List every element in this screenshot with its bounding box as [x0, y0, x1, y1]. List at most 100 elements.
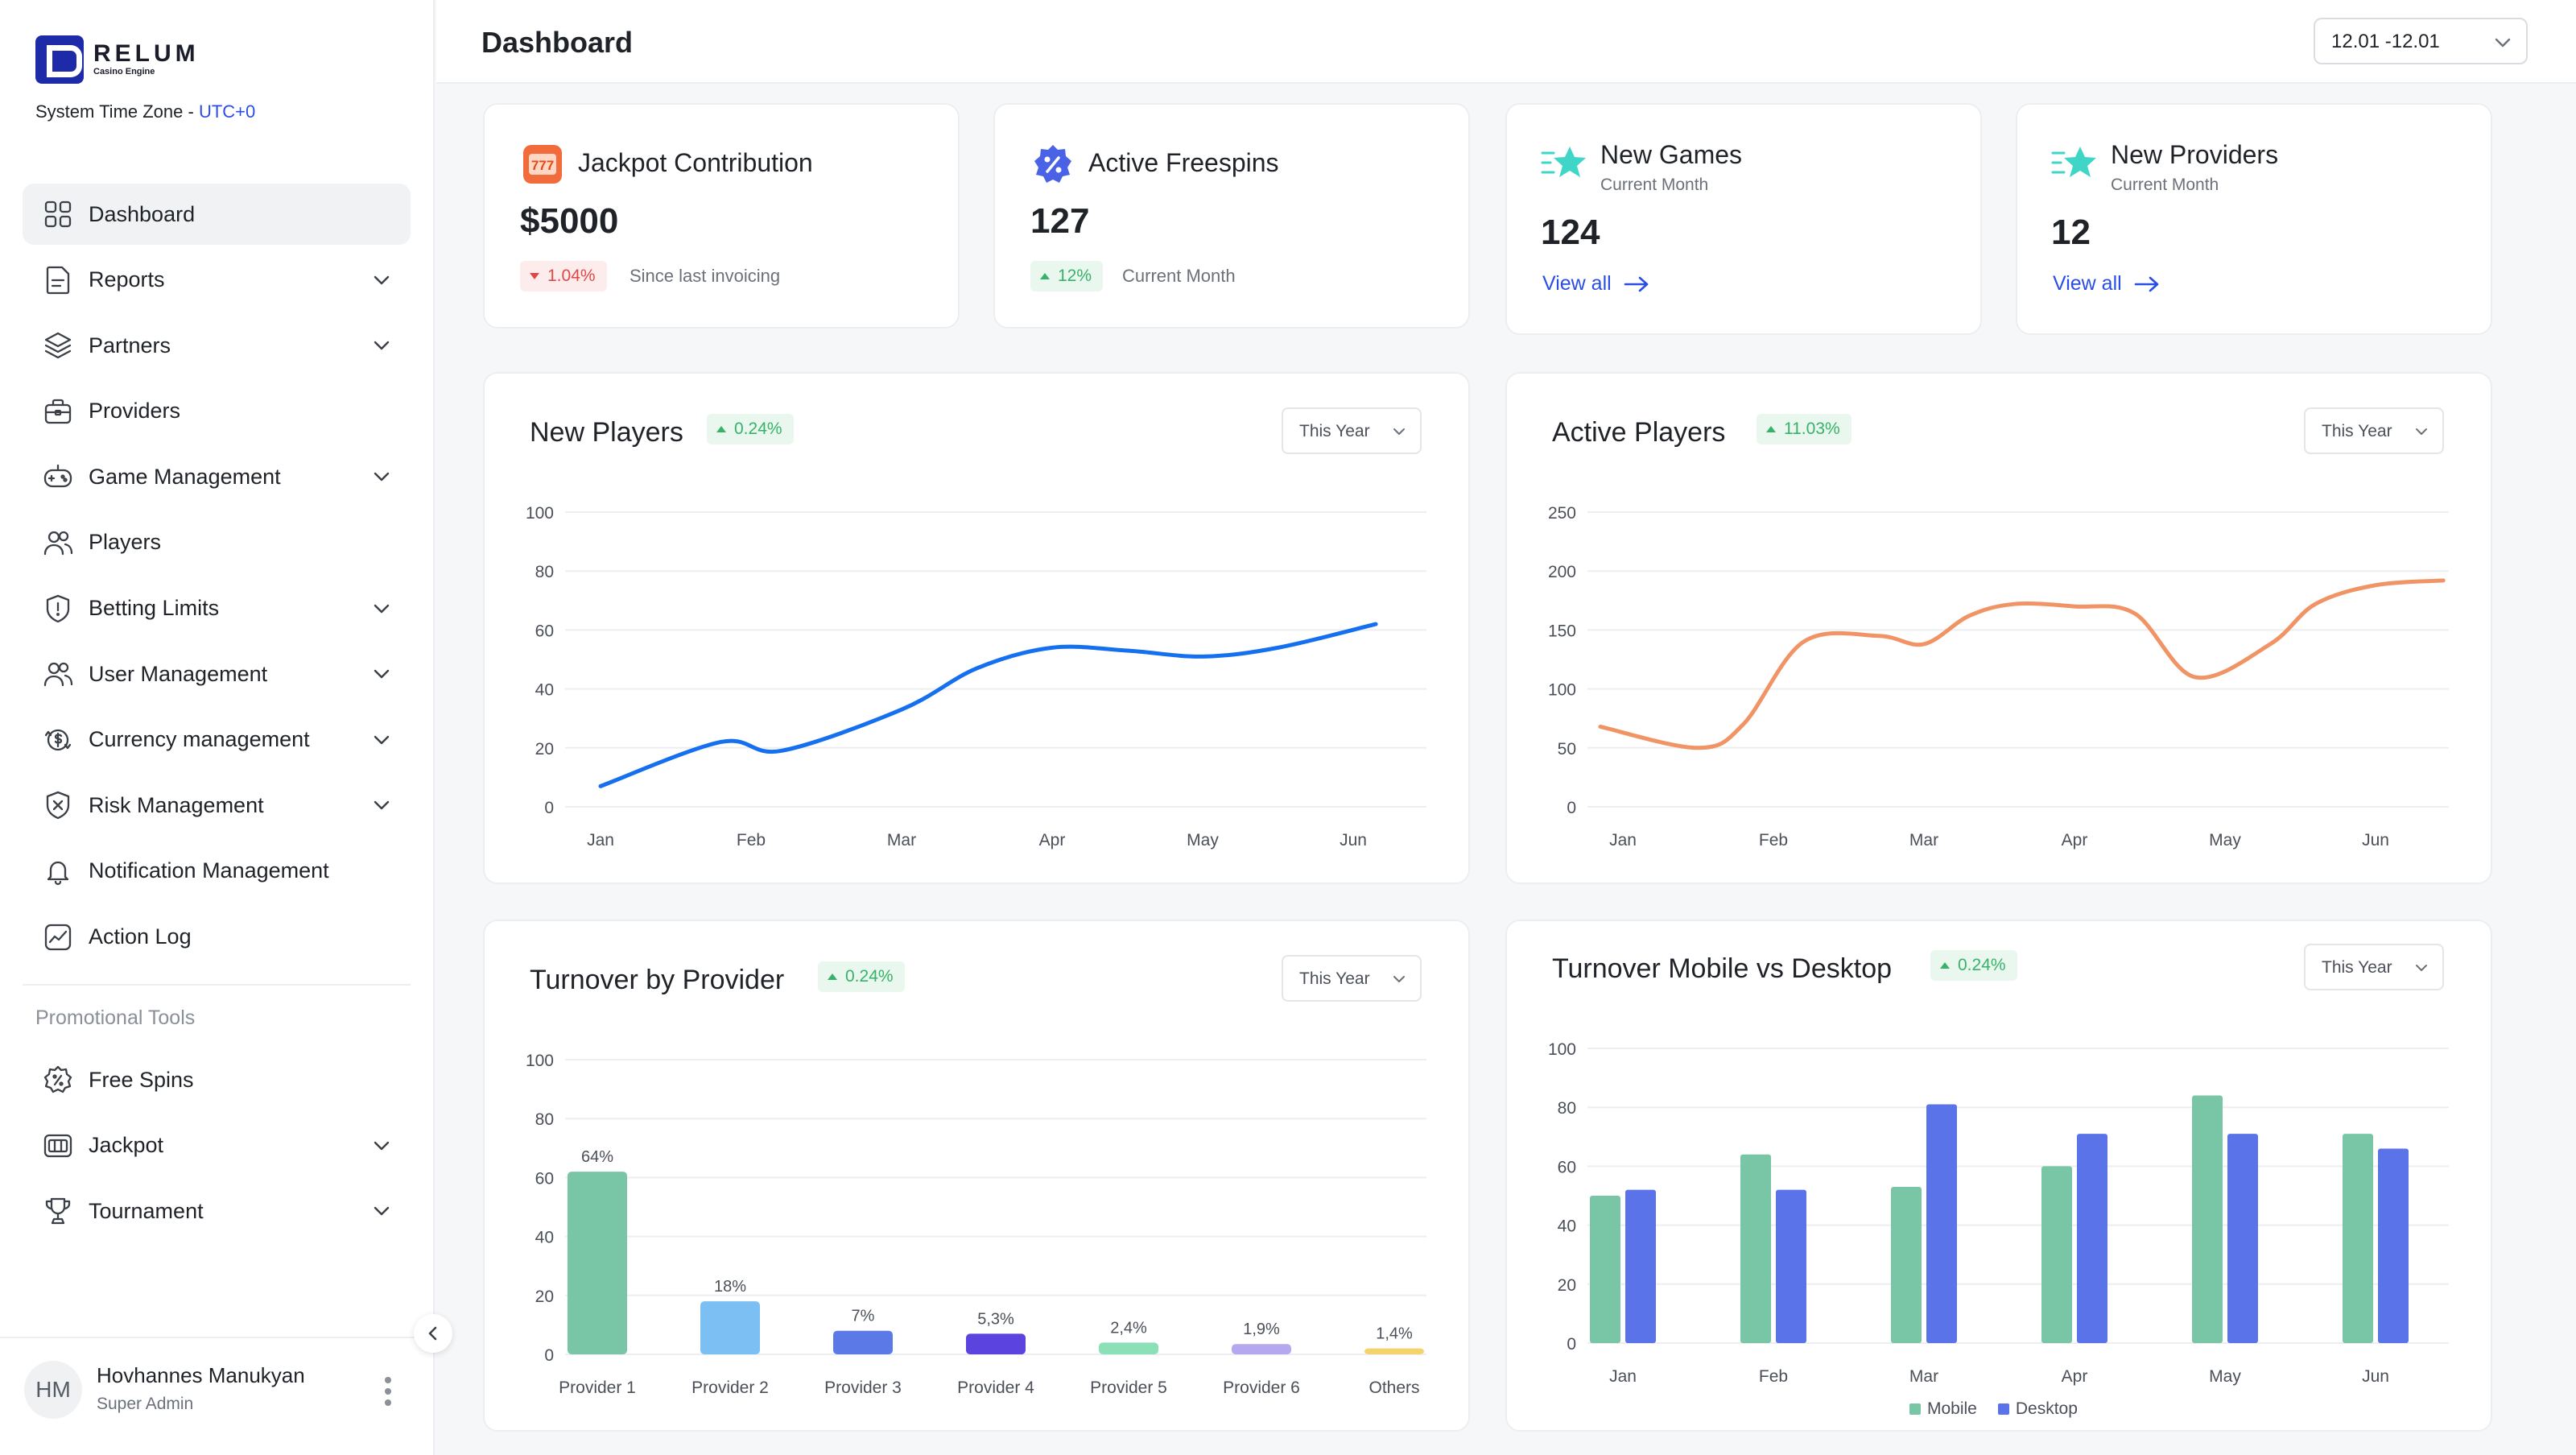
bar — [700, 1301, 760, 1354]
y-tick-label: 20 — [535, 740, 554, 759]
x-tick-label: Jan — [1609, 1367, 1637, 1386]
x-tick-label: Jun — [2362, 1367, 2389, 1386]
sidebar-item-label: Dashboard — [89, 201, 196, 226]
x-tick-label: Feb — [1759, 831, 1788, 849]
sidebar-item-game-management[interactable]: Game Management — [23, 446, 411, 507]
bar-desktop — [2378, 1148, 2409, 1343]
sidebar-item-action-log[interactable]: Action Log — [23, 907, 411, 968]
new-providers-title: New Providers — [2111, 140, 2279, 169]
chevron-down-icon — [374, 735, 390, 744]
trend-up-icon — [1040, 273, 1050, 279]
more-options-icon[interactable] — [378, 1374, 398, 1409]
date-range-select[interactable]: 12.01 -12.01 — [2314, 18, 2528, 64]
x-tick-label: Provider 1 — [559, 1379, 636, 1397]
bar-data-label: 1,9% — [1243, 1321, 1280, 1338]
relum-logo[interactable]: RELUM Casino Engine — [35, 35, 200, 84]
active-players-line-chart: 0 50 100 150 200 250 Jan Feb Mar Apr May Jun — [1548, 504, 2449, 849]
bar-desktop — [2077, 1134, 2107, 1343]
turnover-provider-period-filter[interactable]: This Year — [1282, 955, 1422, 1002]
jackpot-note: Since last invoicing — [630, 266, 781, 286]
sidebar-item-jackpot[interactable]: Jackpot — [23, 1115, 411, 1176]
turnover-device-period-filter[interactable]: This Year — [2304, 944, 2444, 990]
briefcase-icon — [42, 395, 74, 428]
sidebar-item-tournament[interactable]: Tournament — [23, 1180, 411, 1242]
top-header: Dashboard 12.01 -12.01 — [436, 0, 2576, 84]
turnover-device-chart-card: Turnover Mobile vs Desktop 0.24% This Ye… — [1505, 920, 2492, 1432]
legend-item-desktop[interactable]: Desktop — [1997, 1399, 2078, 1419]
y-tick-label: 60 — [535, 622, 554, 640]
relum-logo-mark — [35, 35, 84, 84]
chevron-down-icon — [374, 604, 390, 613]
new-players-period-filter[interactable]: This Year — [1282, 407, 1422, 454]
new-games-view-all-link[interactable]: View all — [1542, 272, 1650, 296]
sidebar-item-reports[interactable]: Reports — [23, 250, 411, 311]
x-tick-label: Provider 5 — [1090, 1379, 1167, 1397]
sidebar-item-betting-limits[interactable]: Betting Limits — [23, 578, 411, 639]
chevron-down-icon — [2495, 38, 2511, 48]
new-providers-view-all-link[interactable]: View all — [2053, 272, 2161, 296]
new-providers-subtitle: Current Month — [2111, 176, 2219, 194]
y-tick-label: 0 — [1567, 1335, 1576, 1354]
y-tick-label: 0 — [544, 799, 554, 817]
trend-up-icon — [828, 973, 837, 980]
x-tick-label: May — [2209, 1367, 2241, 1386]
bar-desktop — [1776, 1189, 1806, 1343]
avatar[interactable]: HM — [24, 1361, 82, 1419]
sidebar-item-label: Game Management — [89, 464, 281, 489]
y-tick-label: 0 — [1567, 799, 1576, 817]
turnover-provider-change-badge: 0.24% — [818, 961, 905, 992]
report-document-icon — [42, 264, 74, 296]
new-players-change-badge: 0.24% — [707, 414, 794, 444]
gamepad-icon — [42, 461, 74, 493]
trend-down-icon — [530, 273, 539, 279]
sidebar-item-dashboard[interactable]: Dashboard — [23, 184, 411, 245]
new-games-value: 124 — [1541, 213, 1600, 252]
new-providers-value: 12 — [2051, 213, 2091, 252]
star-icon — [2051, 147, 2096, 177]
sidebar-item-players[interactable]: Players — [23, 512, 411, 573]
arrow-right-icon — [1624, 276, 1649, 291]
chevron-down-icon — [374, 801, 390, 810]
timezone-value[interactable]: UTC+0 — [198, 101, 256, 122]
y-tick-label: 40 — [535, 1229, 554, 1247]
jackpot-title: Jackpot Contribution — [578, 148, 813, 177]
sidebar-item-currency-management[interactable]: Currency management — [23, 709, 411, 771]
user-name: Hovhannes Manukyan — [97, 1363, 305, 1387]
period-filter-value: This Year — [2322, 958, 2392, 977]
dashboard-grid-icon — [42, 198, 74, 230]
jackpot-value: $5000 — [520, 201, 619, 241]
sidebar-item-notification-management[interactable]: Notification Management — [23, 841, 411, 902]
active-players-period-filter[interactable]: This Year — [2304, 407, 2444, 454]
freespins-change-badge: 12% — [1030, 261, 1104, 291]
x-tick-label: May — [1187, 831, 1219, 849]
sidebar-item-partners[interactable]: Partners — [23, 315, 411, 376]
active-freespins-card: Active Freespins 127 12% Current Month — [993, 103, 1470, 329]
bar-data-label: 64% — [581, 1148, 613, 1166]
bar-mobile — [1740, 1154, 1771, 1343]
sidebar-item-providers[interactable]: Providers — [23, 381, 411, 442]
bar-mobile — [1590, 1196, 1620, 1343]
page-title: Dashboard — [481, 26, 634, 59]
x-tick-label: Jun — [2362, 831, 2389, 849]
legend-label: Mobile — [1927, 1399, 1977, 1418]
turnover-provider-bar-chart: 0 20 40 60 80 100 64% Provider 1 18% Provider 2 7%… — [526, 1052, 1426, 1397]
bar — [1364, 1348, 1424, 1354]
legend-item-mobile[interactable]: Mobile — [1909, 1399, 1977, 1419]
new-players-line-chart: 0 20 40 60 80 100 Jan Feb Mar Apr May Jun — [526, 504, 1426, 849]
sidebar-item-free-spins[interactable]: Free Spins — [23, 1049, 411, 1110]
turnover-device-change-value: 0.24% — [1958, 956, 2006, 974]
star-icon — [1541, 147, 1586, 177]
sidebar-item-user-management[interactable]: User Management — [23, 643, 411, 705]
bar — [966, 1333, 1026, 1354]
y-tick-label: 20 — [1558, 1276, 1576, 1295]
period-filter-value: This Year — [1299, 422, 1370, 440]
users-icon — [42, 658, 74, 690]
turnover-device-legend: Mobile Desktop — [1909, 1399, 2099, 1419]
sidebar-item-label: Jackpot — [89, 1133, 164, 1158]
sidebar-item-risk-management[interactable]: Risk Management — [23, 775, 411, 836]
discount-badge-icon — [42, 1064, 74, 1096]
logo-subtitle: Casino Engine — [93, 67, 155, 76]
sidebar-item-label: Providers — [89, 399, 181, 424]
collapse-sidebar-button[interactable] — [414, 1314, 452, 1353]
sidebar-item-label: Action Log — [89, 924, 192, 949]
